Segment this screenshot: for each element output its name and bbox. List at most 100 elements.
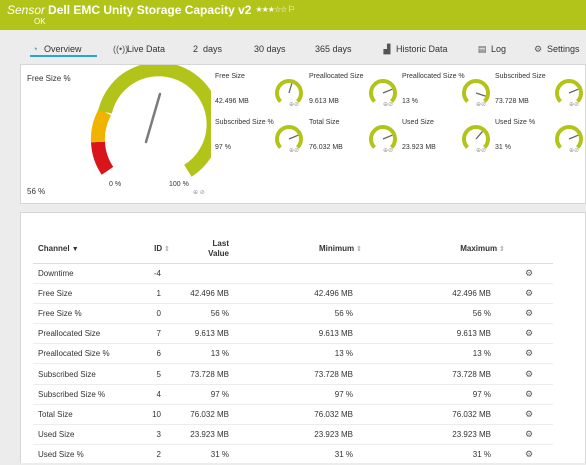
channel-id: 3: [133, 424, 173, 446]
channel-last-value: 97 %: [173, 384, 229, 405]
gear-icon: ⚙: [533, 44, 543, 54]
channel-minimum: 97 %: [229, 384, 367, 405]
channel-settings-icon[interactable]: ⚙: [505, 263, 553, 284]
table-row[interactable]: Used Size 3 23.923 MB 23.923 MB 23.923 M…: [33, 424, 553, 446]
sort-icon: ⇕: [499, 246, 505, 254]
gauge-options-icon[interactable]: ⊕⊘: [569, 148, 580, 154]
channel-last-value: 23.923 MB: [173, 424, 229, 446]
gauge-options-icon[interactable]: ⊕ ⊘: [193, 190, 205, 196]
channel-name[interactable]: Free Size %: [33, 303, 133, 325]
channel-settings-icon[interactable]: ⚙: [505, 323, 553, 345]
table-row[interactable]: Subscribed Size % 4 97 % 97 % 97 % ⚙: [33, 384, 553, 405]
small-gauge[interactable]: Used Size 23.923 MB ⊕⊘: [400, 111, 492, 157]
channel-last-value: 56 %: [173, 303, 229, 325]
table-row[interactable]: Preallocated Size % 6 13 % 13 % 13 % ⚙: [33, 343, 553, 365]
priority-stars[interactable]: ★★★☆☆: [255, 5, 287, 14]
channel-maximum: 76.032 MB: [367, 404, 505, 426]
table-row[interactable]: Downtime -4 ⚙: [33, 263, 553, 284]
tab-365-days[interactable]: 365 days: [315, 44, 352, 54]
small-gauge-needle: [568, 134, 579, 140]
channel-name[interactable]: Downtime: [33, 263, 133, 284]
gauges-panel: Free Size % 56 % 0 % 100 % ⊕ ⊘ Free Size…: [20, 64, 586, 204]
channel-settings-icon[interactable]: ⚙: [505, 404, 553, 426]
col-channel[interactable]: Channel ▼: [33, 235, 133, 264]
small-gauge-value: 76.032 MB: [309, 144, 343, 151]
tab-2-days[interactable]: 2 days: [193, 44, 223, 54]
channel-settings-icon[interactable]: ⚙: [505, 283, 553, 304]
channel-last-value: 13 %: [173, 343, 229, 365]
channel-name[interactable]: Subscribed Size: [33, 363, 133, 385]
channel-minimum: 76.032 MB: [229, 404, 367, 426]
channel-settings-icon[interactable]: ⚙: [505, 343, 553, 365]
channel-maximum: 13 %: [367, 343, 505, 365]
table-row[interactable]: Free Size 1 42.496 MB 42.496 MB 42.496 M…: [33, 283, 553, 304]
primary-gauge[interactable]: Free Size % 56 % 0 % 100 % ⊕ ⊘: [21, 65, 211, 203]
col-minimum[interactable]: Minimum ⇕: [229, 235, 367, 264]
table-row[interactable]: Preallocated Size 7 9.613 MB 9.613 MB 9.…: [33, 323, 553, 345]
small-gauge[interactable]: Subscribed Size 73.728 MB ⊕⊘: [493, 65, 585, 111]
tab-30-days[interactable]: 30 days: [254, 44, 286, 54]
channel-last-value: 9.613 MB: [173, 323, 229, 345]
col-id[interactable]: ID ⇕: [133, 235, 173, 264]
col-actions: [505, 235, 553, 264]
table-row[interactable]: Free Size % 0 56 % 56 % 56 % ⚙: [33, 303, 553, 325]
gauge-icon: ◔: [32, 44, 38, 54]
channel-name[interactable]: Used Size %: [33, 444, 133, 465]
channel-settings-icon[interactable]: ⚙: [505, 363, 553, 385]
tab-log[interactable]: ▤ Log: [477, 41, 506, 57]
tab-settings[interactable]: ⚙ Settings: [533, 41, 580, 57]
tab-overview[interactable]: ◔ Overview: [30, 41, 97, 57]
gauge-options-icon[interactable]: ⊕⊘: [289, 102, 300, 108]
gauge-options-icon[interactable]: ⊕⊘: [383, 102, 394, 108]
channel-name[interactable]: Used Size: [33, 424, 133, 446]
table-row[interactable]: Total Size 10 76.032 MB 76.032 MB 76.032…: [33, 404, 553, 426]
flag-icon[interactable]: ⚐: [287, 4, 296, 14]
channel-settings-icon[interactable]: ⚙: [505, 303, 553, 325]
tab-historic-data[interactable]: ▟ Historic Data: [382, 41, 448, 57]
channel-id: 2: [133, 444, 173, 465]
channel-minimum: 9.613 MB: [229, 323, 367, 345]
small-gauge-label: Subscribed Size %: [215, 119, 274, 126]
channel-id: 0: [133, 303, 173, 325]
channel-name[interactable]: Preallocated Size %: [33, 343, 133, 365]
gauge-options-icon[interactable]: ⊕⊘: [569, 102, 580, 108]
small-gauge-needle: [288, 134, 299, 140]
small-gauge-dial: [369, 79, 397, 103]
small-gauge[interactable]: Used Size % 31 % ⊕⊘: [493, 111, 585, 157]
small-gauge[interactable]: Preallocated Size % 13 % ⊕⊘: [400, 65, 492, 111]
small-gauge-needle: [475, 92, 486, 97]
tab-live-data[interactable]: ((•))Live Data: [113, 41, 165, 57]
log-icon: ▤: [477, 44, 487, 54]
channel-last-value: 73.728 MB: [173, 363, 229, 385]
gauge-options-icon[interactable]: ⊕⊘: [476, 102, 487, 108]
small-gauge-value: 73.728 MB: [495, 98, 529, 105]
small-gauge-label: Used Size: [402, 119, 434, 126]
gauge-options-icon[interactable]: ⊕⊘: [476, 148, 487, 154]
small-gauge-dial: [275, 125, 303, 149]
channel-settings-icon[interactable]: ⚙: [505, 444, 553, 465]
channel-id: 4: [133, 384, 173, 405]
table-row[interactable]: Subscribed Size 5 73.728 MB 73.728 MB 73…: [33, 363, 553, 385]
small-gauge-label: Total Size: [309, 119, 340, 126]
small-gauge[interactable]: Total Size 76.032 MB ⊕⊘: [307, 111, 399, 157]
small-gauge[interactable]: Free Size 42.496 MB ⊕⊘: [213, 65, 305, 111]
col-last-value[interactable]: Last Value: [173, 235, 229, 264]
small-gauge[interactable]: Subscribed Size % 97 % ⊕⊘: [213, 111, 305, 157]
channel-name[interactable]: Free Size: [33, 283, 133, 304]
small-gauge[interactable]: Preallocated Size 9.613 MB ⊕⊘: [307, 65, 399, 111]
gauge-options-icon[interactable]: ⊕⊘: [289, 148, 300, 154]
col-maximum[interactable]: Maximum ⇕: [367, 235, 505, 264]
primary-gauge-label: Free Size %: [27, 74, 71, 83]
sensor-header: Sensor Dell EMC Unity Storage Capacity v2…: [0, 0, 586, 30]
channel-name[interactable]: Preallocated Size: [33, 323, 133, 345]
gauge-options-icon[interactable]: ⊕⊘: [383, 148, 394, 154]
channel-last-value: 31 %: [173, 444, 229, 465]
table-row[interactable]: Used Size % 2 31 % 31 % 31 % ⚙: [33, 444, 553, 465]
channel-name[interactable]: Total Size: [33, 404, 133, 426]
channel-settings-icon[interactable]: ⚙: [505, 384, 553, 405]
small-gauge-needle: [382, 88, 393, 94]
sensor-kind: Sensor: [7, 3, 46, 17]
channel-name[interactable]: Subscribed Size %: [33, 384, 133, 405]
small-gauge-dial: [462, 79, 490, 103]
channel-settings-icon[interactable]: ⚙: [505, 424, 553, 446]
